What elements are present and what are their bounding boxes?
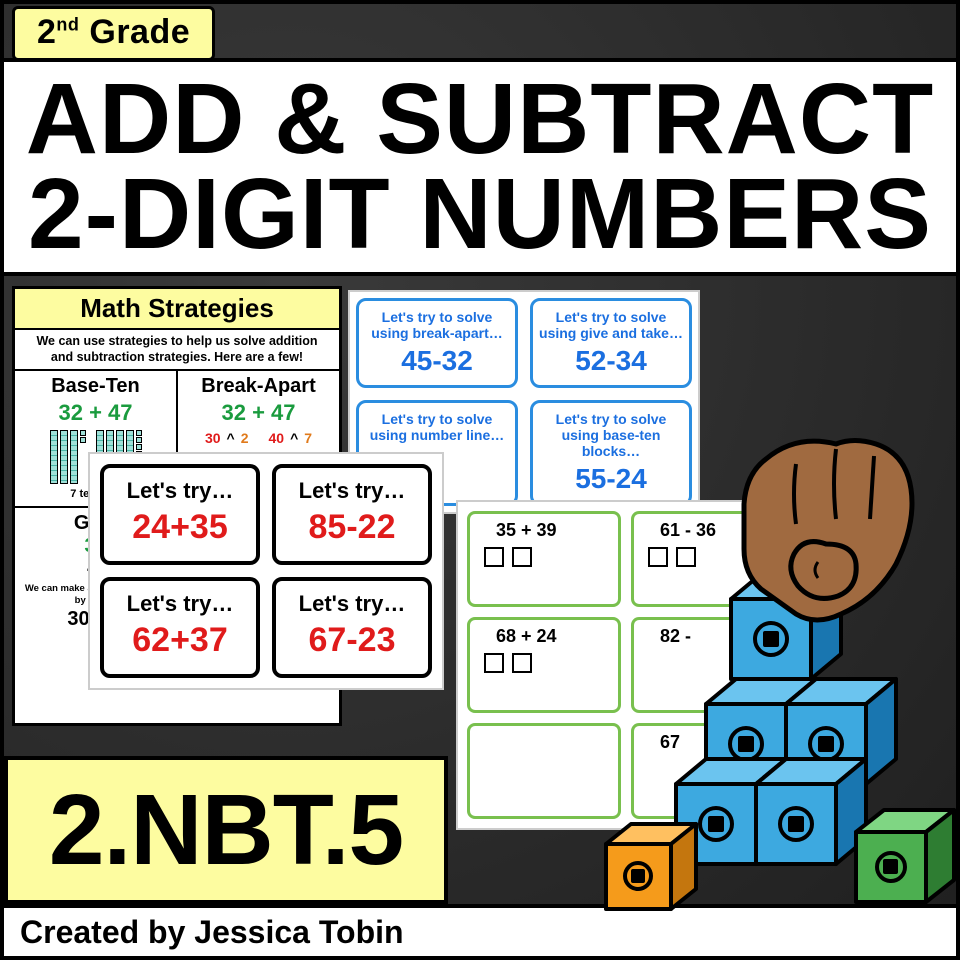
break-apart-name: Break-Apart [184, 375, 333, 398]
break-apart-parts: 30 ^ 2 40 ^ 7 [184, 430, 333, 446]
red-card: Let's try… 62+37 [100, 577, 260, 678]
standard-code-badge: 2.NBT.5 [4, 756, 448, 904]
blue-card: Let's try to solve using break-apart… 45… [356, 298, 518, 388]
blue-card: Let's try to solve using give and take… … [530, 298, 692, 388]
red-card: Let's try… 67-23 [272, 577, 432, 678]
title-line-1: ADD & SUBTRACT [26, 72, 934, 167]
base-ten-expr: 32 + 47 [21, 400, 170, 426]
strategies-subtitle: We can use strategies to help us solve a… [15, 330, 339, 369]
grade-suffix: nd [56, 15, 79, 35]
break-apart-expr: 32 + 47 [184, 400, 333, 426]
red-task-cards: Let's try… 24+35 Let's try… 85-22 Let's … [88, 452, 444, 690]
hand-icon [744, 441, 912, 621]
snap-cubes-illustration [496, 404, 960, 924]
title-line-2: 2-DIGIT NUMBERS [28, 167, 932, 262]
grade-badge: 2nd Grade [12, 6, 215, 61]
grade-word: Grade [79, 13, 190, 51]
title-block: ADD & SUBTRACT 2-DIGIT NUMBERS [4, 58, 956, 276]
grade-number: 2 [37, 13, 56, 51]
strategies-header: Math Strategies [15, 289, 339, 330]
red-card: Let's try… 85-22 [272, 464, 432, 565]
base-ten-name: Base-Ten [21, 375, 170, 398]
standard-code: 2.NBT.5 [49, 773, 403, 888]
red-card: Let's try… 24+35 [100, 464, 260, 565]
